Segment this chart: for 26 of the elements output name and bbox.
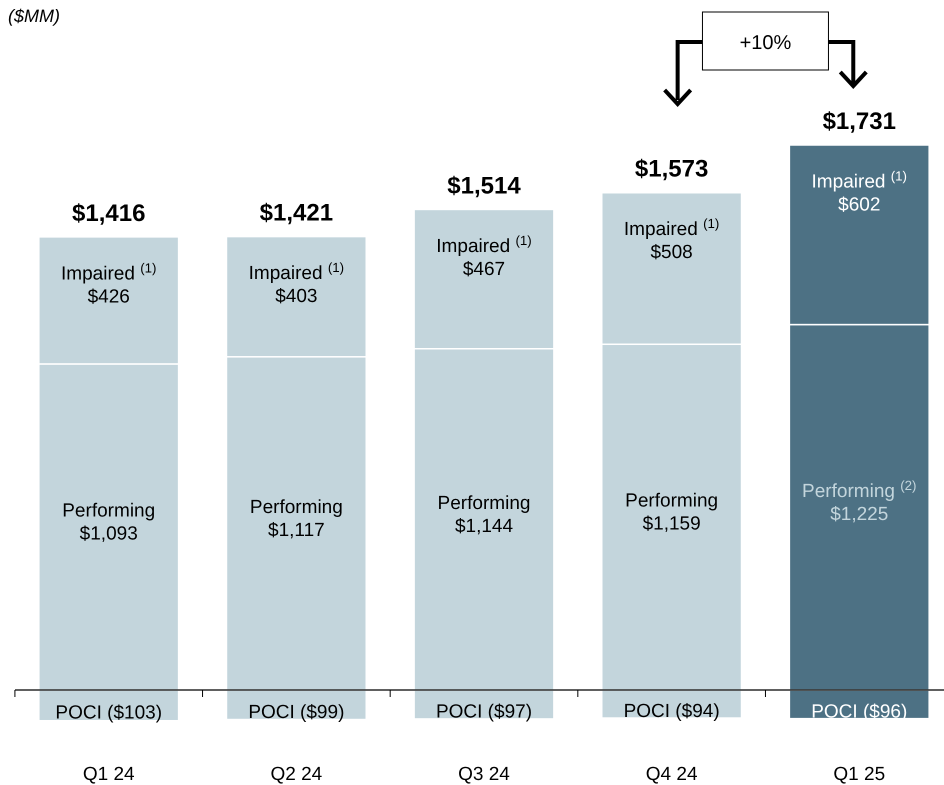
data-label: POCI ($97) [436,701,532,722]
data-label: POCI ($94) [624,701,720,722]
data-label: Performing $1,093 [62,500,156,544]
x-tick-label: Q2 24 [270,764,323,785]
data-label: Impaired $^{(1)}$ $403 [248,260,344,308]
x-tick-label: Q1 24 [82,764,136,785]
data-label: Impaired $^{(1)}$ $426 [60,260,156,308]
total-label: $1,573 [634,156,708,183]
data-label: Impaired $^{(1)}$ $602 [812,168,908,216]
data-label: Impaired $^{(1)}$ $467 [436,232,532,280]
text: Performing $^{(2)}$ $1,225 [802,477,917,525]
text: +10% [740,32,792,54]
data-label: Performing $1,117 [250,496,343,541]
data-label: POCI ($99) [248,702,344,723]
data-label: Performing $1,144 [438,492,530,537]
data-label: Performing $1,159 [625,490,718,535]
total-label: $1,514 [447,172,522,200]
x-tick-label: Q3 24 [458,764,510,785]
data-label: Impaired $^{(1)}$ $508 [624,216,720,264]
x-tick-label: Q1 25 [833,764,886,785]
total-label: $1,416 [72,200,146,227]
text: ($MM) [8,6,60,26]
total-label: $1,731 [822,108,896,135]
x-tick-label: Q4 24 [646,764,698,785]
total-label: $1,421 [260,200,334,227]
data-label: POCI ($103) [55,702,162,724]
